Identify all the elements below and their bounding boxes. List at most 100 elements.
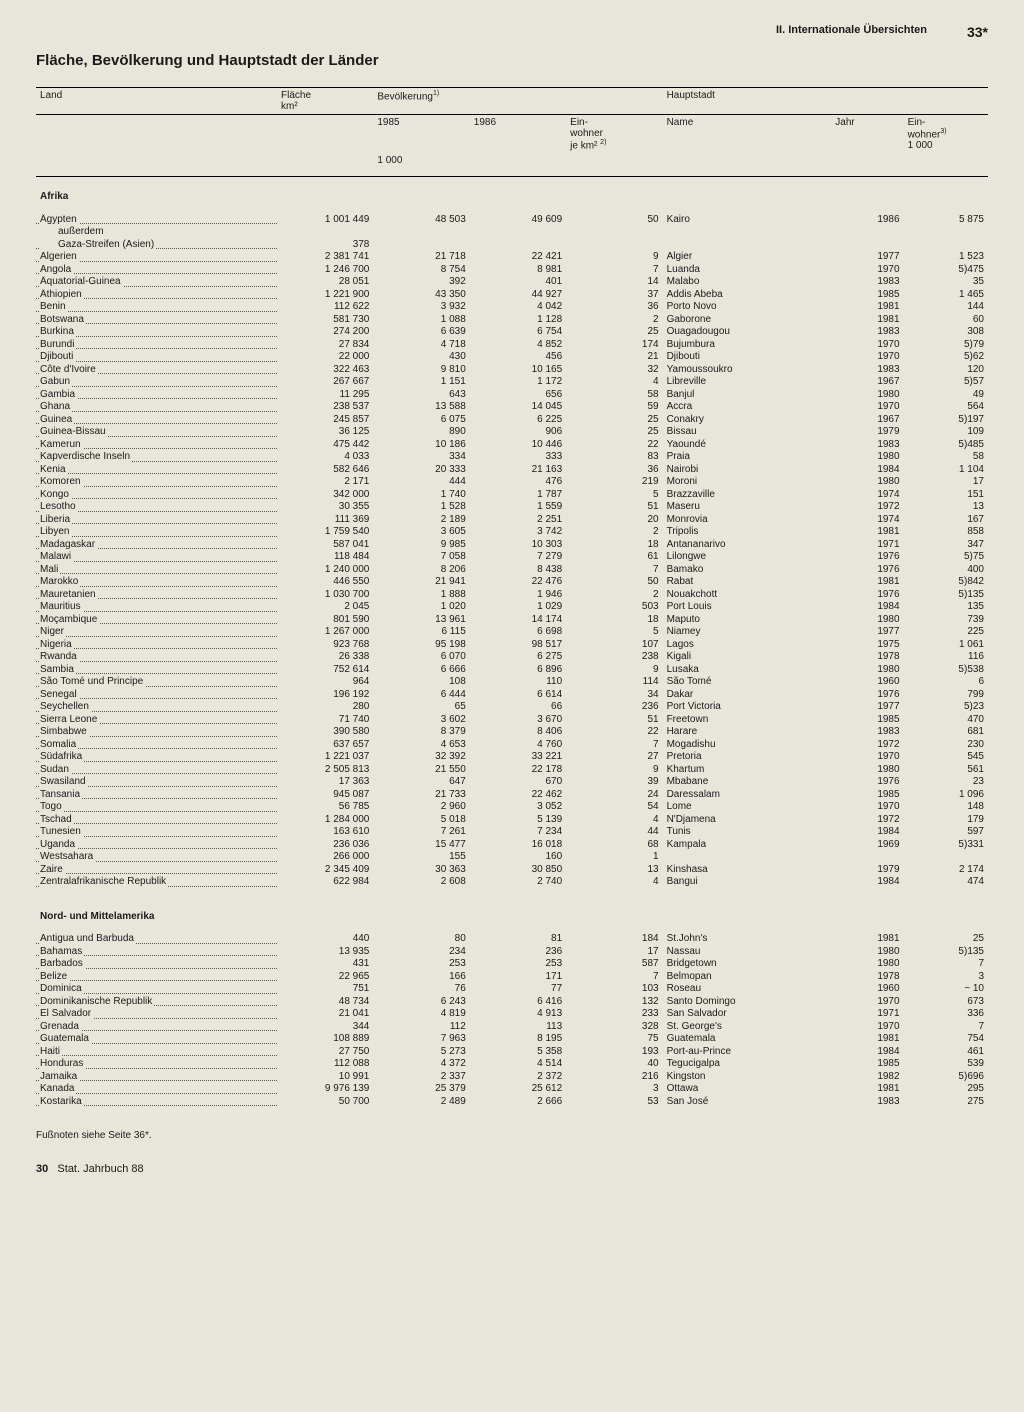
col-cap-year: Jahr bbox=[831, 115, 903, 154]
cell-p86: 456 bbox=[470, 351, 566, 364]
cell-yr: 1970 bbox=[831, 801, 903, 814]
country-name-cell: Jamaika bbox=[36, 1071, 277, 1084]
cell-yr: 1971 bbox=[831, 1008, 903, 1021]
cell-capital: Bamako bbox=[663, 564, 832, 577]
cell-dens: 37 bbox=[566, 289, 662, 302]
cell-p86: 10 446 bbox=[470, 439, 566, 452]
table-row: Côte d'Ivoire322 4639 81010 16532Yamouss… bbox=[36, 364, 988, 377]
country-name-cell: Benin bbox=[36, 301, 277, 314]
cell-capital: Nassau bbox=[663, 946, 832, 959]
cell-area: 274 200 bbox=[277, 326, 373, 339]
cell-cpop: 336 bbox=[904, 1008, 988, 1021]
cell-p85: 43 350 bbox=[373, 289, 469, 302]
cell-area: 2 505 813 bbox=[277, 764, 373, 777]
cell-cpop: 739 bbox=[904, 614, 988, 627]
col-area: Flächekm² bbox=[277, 88, 373, 115]
cell-cpop: 295 bbox=[904, 1083, 988, 1096]
cell-cpop: 1 104 bbox=[904, 464, 988, 477]
table-row: Sambia752 6146 6666 8969Lusaka19805)538 bbox=[36, 664, 988, 677]
cell-yr: 1982 bbox=[831, 1071, 903, 1084]
cell-cpop: 148 bbox=[904, 801, 988, 814]
cell-p86: 1 172 bbox=[470, 376, 566, 389]
cell-dens: 4 bbox=[566, 876, 662, 889]
cell-cpop: 5)62 bbox=[904, 351, 988, 364]
cell-cpop: 5)331 bbox=[904, 839, 988, 852]
cell-area: 22 965 bbox=[277, 971, 373, 984]
cell-p85: 2 337 bbox=[373, 1071, 469, 1084]
cell-dens: 61 bbox=[566, 551, 662, 564]
cell-p86: 77 bbox=[470, 983, 566, 996]
cell-p85: 2 960 bbox=[373, 801, 469, 814]
cell-yr: 1970 bbox=[831, 751, 903, 764]
cell-p85: 8 379 bbox=[373, 726, 469, 739]
cell-p85: 6 666 bbox=[373, 664, 469, 677]
cell-yr: 1969 bbox=[831, 839, 903, 852]
cell-area: 163 610 bbox=[277, 826, 373, 839]
country-name-cell: Madagaskar bbox=[36, 539, 277, 552]
cell-yr: 1981 bbox=[831, 576, 903, 589]
cell-capital: Kigali bbox=[663, 651, 832, 664]
country-name-cell: Mauretanien bbox=[36, 589, 277, 602]
cell-cpop bbox=[904, 851, 988, 864]
country-name-cell: Rwanda bbox=[36, 651, 277, 664]
cell-dens: 132 bbox=[566, 996, 662, 1009]
cell-capital: Freetown bbox=[663, 714, 832, 727]
cell-capital: Moroni bbox=[663, 476, 832, 489]
cell-p85: 155 bbox=[373, 851, 469, 864]
cell-dens: 50 bbox=[566, 576, 662, 589]
cell-area: 10 991 bbox=[277, 1071, 373, 1084]
cell-p86: 160 bbox=[470, 851, 566, 864]
cell-cpop: 167 bbox=[904, 514, 988, 527]
table-header: Land Flächekm² Bevölkerung1) Hauptstadt … bbox=[36, 88, 988, 177]
country-name-cell: Kapverdische Inseln bbox=[36, 451, 277, 464]
country-name-cell: Djibouti bbox=[36, 351, 277, 364]
cell-yr: 1970 bbox=[831, 264, 903, 277]
cell-p85: 7 058 bbox=[373, 551, 469, 564]
cell-yr: 1984 bbox=[831, 826, 903, 839]
cell-area: 1 030 700 bbox=[277, 589, 373, 602]
cell-dens: 193 bbox=[566, 1046, 662, 1059]
cell-p86: 5 358 bbox=[470, 1046, 566, 1059]
cell-area: 245 857 bbox=[277, 414, 373, 427]
cell-p85: 80 bbox=[373, 933, 469, 946]
cell-p85: 4 819 bbox=[373, 1008, 469, 1021]
cell-dens: 25 bbox=[566, 414, 662, 427]
table-row: Benin112 6223 9324 04236Porto Novo198114… bbox=[36, 301, 988, 314]
cell-cpop: 58 bbox=[904, 451, 988, 464]
cell-dens: 2 bbox=[566, 314, 662, 327]
cell-dens: 219 bbox=[566, 476, 662, 489]
cell-capital: Luanda bbox=[663, 264, 832, 277]
table-row: Westsahara266 0001551601 bbox=[36, 851, 988, 864]
cell-cpop: 539 bbox=[904, 1058, 988, 1071]
cell-p85: 1 088 bbox=[373, 314, 469, 327]
cell-yr: 1970 bbox=[831, 1021, 903, 1034]
table-row: Grenada344112113328St. George's19707 bbox=[36, 1021, 988, 1034]
cell-p85: 3 602 bbox=[373, 714, 469, 727]
cell-area bbox=[277, 226, 373, 239]
cell-yr: 1970 bbox=[831, 339, 903, 352]
footnote: Fußnoten siehe Seite 36*. bbox=[36, 1130, 988, 1141]
cell-dens: 83 bbox=[566, 451, 662, 464]
country-name-cell: Gabun bbox=[36, 376, 277, 389]
country-name-cell: Libyen bbox=[36, 526, 277, 539]
cell-capital: Rabat bbox=[663, 576, 832, 589]
cell-p85 bbox=[373, 226, 469, 239]
table-row: Lesotho30 3551 5281 55951Maseru197213 bbox=[36, 501, 988, 514]
cell-p85: 643 bbox=[373, 389, 469, 402]
cell-p86: 66 bbox=[470, 701, 566, 714]
cell-capital: Santo Domingo bbox=[663, 996, 832, 1009]
table-row: Mauretanien1 030 7001 8881 9462Nouakchot… bbox=[36, 589, 988, 602]
country-name-cell: Côte d'Ivoire bbox=[36, 364, 277, 377]
cell-yr: 1980 bbox=[831, 389, 903, 402]
cell-cpop: 474 bbox=[904, 876, 988, 889]
cell-capital: Dakar bbox=[663, 689, 832, 702]
cell-capital: Kampala bbox=[663, 839, 832, 852]
cell-dens: 4 bbox=[566, 814, 662, 827]
cell-capital: Tegucigalpa bbox=[663, 1058, 832, 1071]
cell-cpop: 5)485 bbox=[904, 439, 988, 452]
cell-yr: 1981 bbox=[831, 314, 903, 327]
cell-area: 1 001 449 bbox=[277, 214, 373, 227]
country-name-cell: Dominica bbox=[36, 983, 277, 996]
cell-capital: Bridgetown bbox=[663, 958, 832, 971]
table-row: Liberia111 3692 1892 25120Monrovia197416… bbox=[36, 514, 988, 527]
